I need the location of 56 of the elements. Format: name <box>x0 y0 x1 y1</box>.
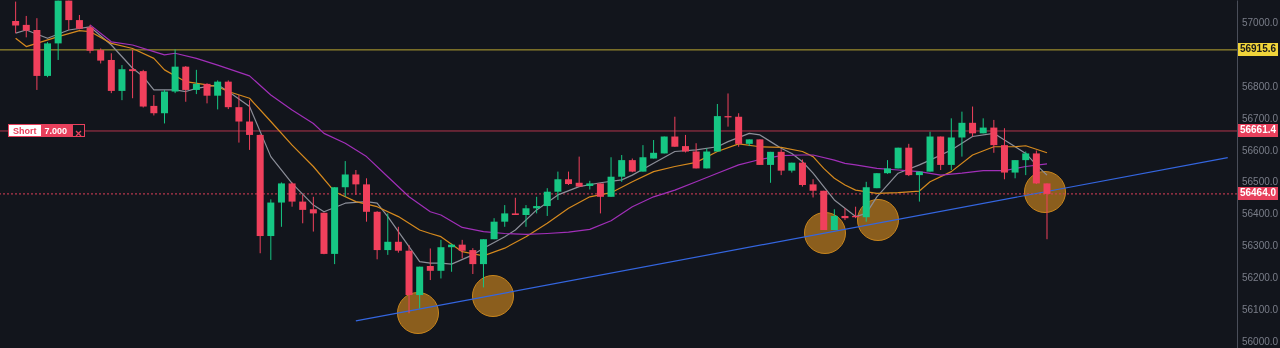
annotation: Short <box>9 125 41 136</box>
candlestick <box>277 181 285 228</box>
candlestick <box>129 49 137 99</box>
ref-line-label: 56915.6 <box>1238 43 1278 57</box>
y-tick-label: 56100.0 <box>1242 304 1279 316</box>
candlestick <box>22 15 30 38</box>
candlestick <box>830 208 838 231</box>
candlestick <box>309 196 317 233</box>
candlestick <box>469 247 477 275</box>
candlestick <box>341 160 349 198</box>
candlestick <box>426 247 434 281</box>
candlestick <box>352 169 360 196</box>
candlestick <box>543 187 551 217</box>
candlestick <box>650 139 658 160</box>
y-tick-label: 56600.0 <box>1242 144 1279 156</box>
candlestick <box>203 82 211 104</box>
candlestick <box>437 239 445 279</box>
candlestick <box>192 69 200 95</box>
candlestick <box>86 24 94 54</box>
candlestick <box>65 0 73 31</box>
candlestick <box>384 212 392 256</box>
candlestick <box>692 142 700 169</box>
candlestick <box>501 204 509 228</box>
candlestick <box>12 1 20 34</box>
candlestick <box>1011 159 1019 179</box>
candlestick <box>1022 151 1030 176</box>
line-series <box>89 24 1048 236</box>
y-tick-label: 57000.0 <box>1242 16 1279 28</box>
candlestick <box>182 65 190 103</box>
candlestick <box>575 156 583 188</box>
candlestick <box>618 154 626 183</box>
candlestick <box>214 79 222 110</box>
candlestick <box>118 64 126 101</box>
y-tick-label: 56000.0 <box>1242 335 1279 347</box>
candlestick <box>522 204 530 228</box>
candlestick <box>639 144 647 173</box>
y-tick-label: 56400.0 <box>1242 208 1279 220</box>
candlestick <box>607 156 615 198</box>
y-tick-label: 56800.0 <box>1242 80 1279 92</box>
y-tick-label: 56300.0 <box>1242 240 1279 252</box>
candlestick <box>798 158 806 188</box>
y-tick-label: 56700.0 <box>1242 112 1279 124</box>
candlestick <box>299 194 307 224</box>
ref-line-label: 56661.4 <box>1238 124 1278 138</box>
candlestick <box>150 94 158 116</box>
candlestick <box>767 151 775 184</box>
candlestick <box>777 148 785 176</box>
candlestick <box>554 171 562 201</box>
candlestick <box>394 226 402 254</box>
ref-line-label: 56464.0 <box>1238 187 1278 201</box>
candlestick <box>958 111 966 158</box>
y-tick-label: 56200.0 <box>1242 272 1279 284</box>
candlestick <box>458 239 466 259</box>
candlestick <box>160 89 168 124</box>
y-tick-label: 56500.0 <box>1242 176 1279 188</box>
annotation: 7.000 <box>40 125 72 136</box>
